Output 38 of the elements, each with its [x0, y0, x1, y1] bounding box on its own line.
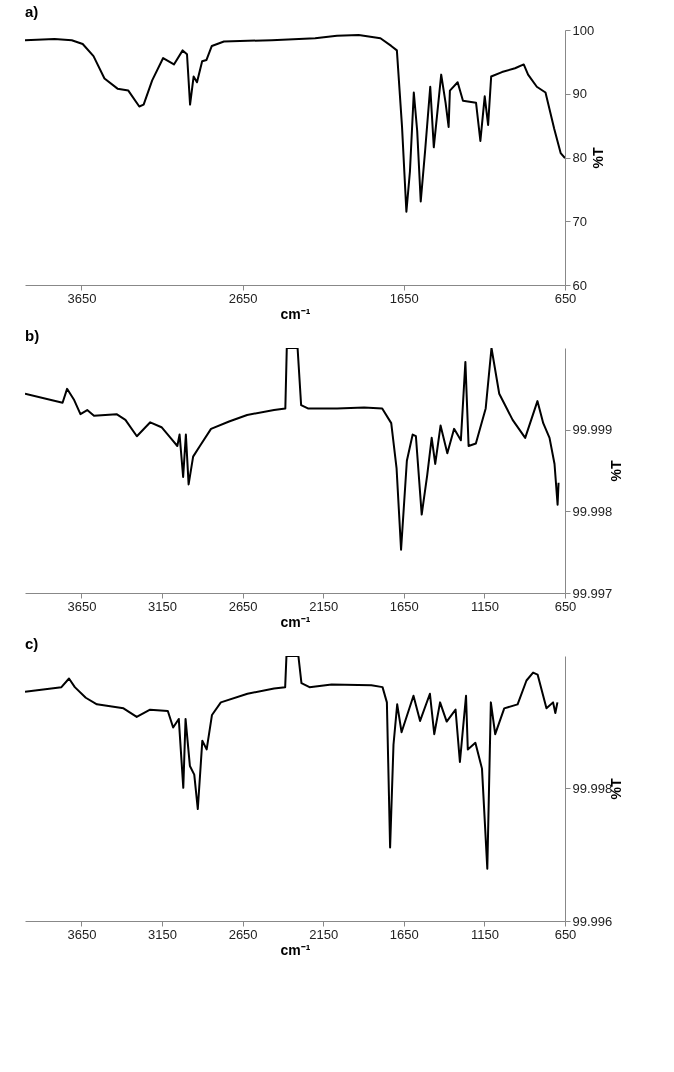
x-tick-label: 3650: [67, 926, 97, 942]
chart-title: b): [25, 327, 40, 344]
x-tick-label: 2650: [228, 598, 258, 614]
y-tick-label: 99.996: [572, 913, 613, 929]
y-tick-label: 60: [572, 277, 587, 293]
x-tick-label: 2650: [228, 290, 258, 306]
x-axis-title: cm⁻¹: [280, 613, 311, 630]
x-tick-label: 1650: [389, 290, 419, 306]
line-series: [25, 34, 565, 213]
x-tick-label: 3150: [148, 926, 177, 942]
x-tick-label: 650: [554, 290, 577, 306]
x-tick-label: 1650: [389, 926, 419, 942]
y-tick-label: 99.997: [572, 585, 613, 601]
chart-title: a): [25, 3, 39, 20]
x-tick-label: 2650: [228, 926, 258, 942]
y-tick-label: 100: [572, 22, 595, 38]
y-tick-label: 99.999: [572, 422, 613, 438]
x-tick-label: 1150: [470, 926, 499, 942]
y-tick-label: 80: [572, 150, 587, 165]
y-tick-label: 70: [572, 213, 587, 229]
x-tick-label: 1650: [389, 598, 419, 614]
y-axis-title: %T: [608, 460, 625, 482]
x-axis-title: cm⁻¹: [280, 305, 311, 322]
chart-title: c): [25, 635, 39, 652]
x-tick-label: 1150: [470, 598, 499, 614]
line-series: [25, 656, 559, 870]
x-tick-label: 650: [554, 926, 577, 942]
x-tick-label: 3650: [67, 598, 97, 614]
x-tick-label: 3650: [67, 290, 97, 306]
x-tick-label: 650: [554, 598, 577, 614]
x-tick-label: 2150: [309, 598, 339, 614]
y-axis-title: %T: [590, 147, 607, 169]
line-series: [25, 348, 560, 551]
x-axis-title: cm⁻¹: [280, 941, 311, 958]
y-tick-label: 99.998: [572, 503, 613, 519]
x-tick-label: 3150: [148, 598, 177, 614]
x-tick-label: 2150: [309, 926, 339, 942]
y-tick-label: 90: [572, 86, 587, 102]
